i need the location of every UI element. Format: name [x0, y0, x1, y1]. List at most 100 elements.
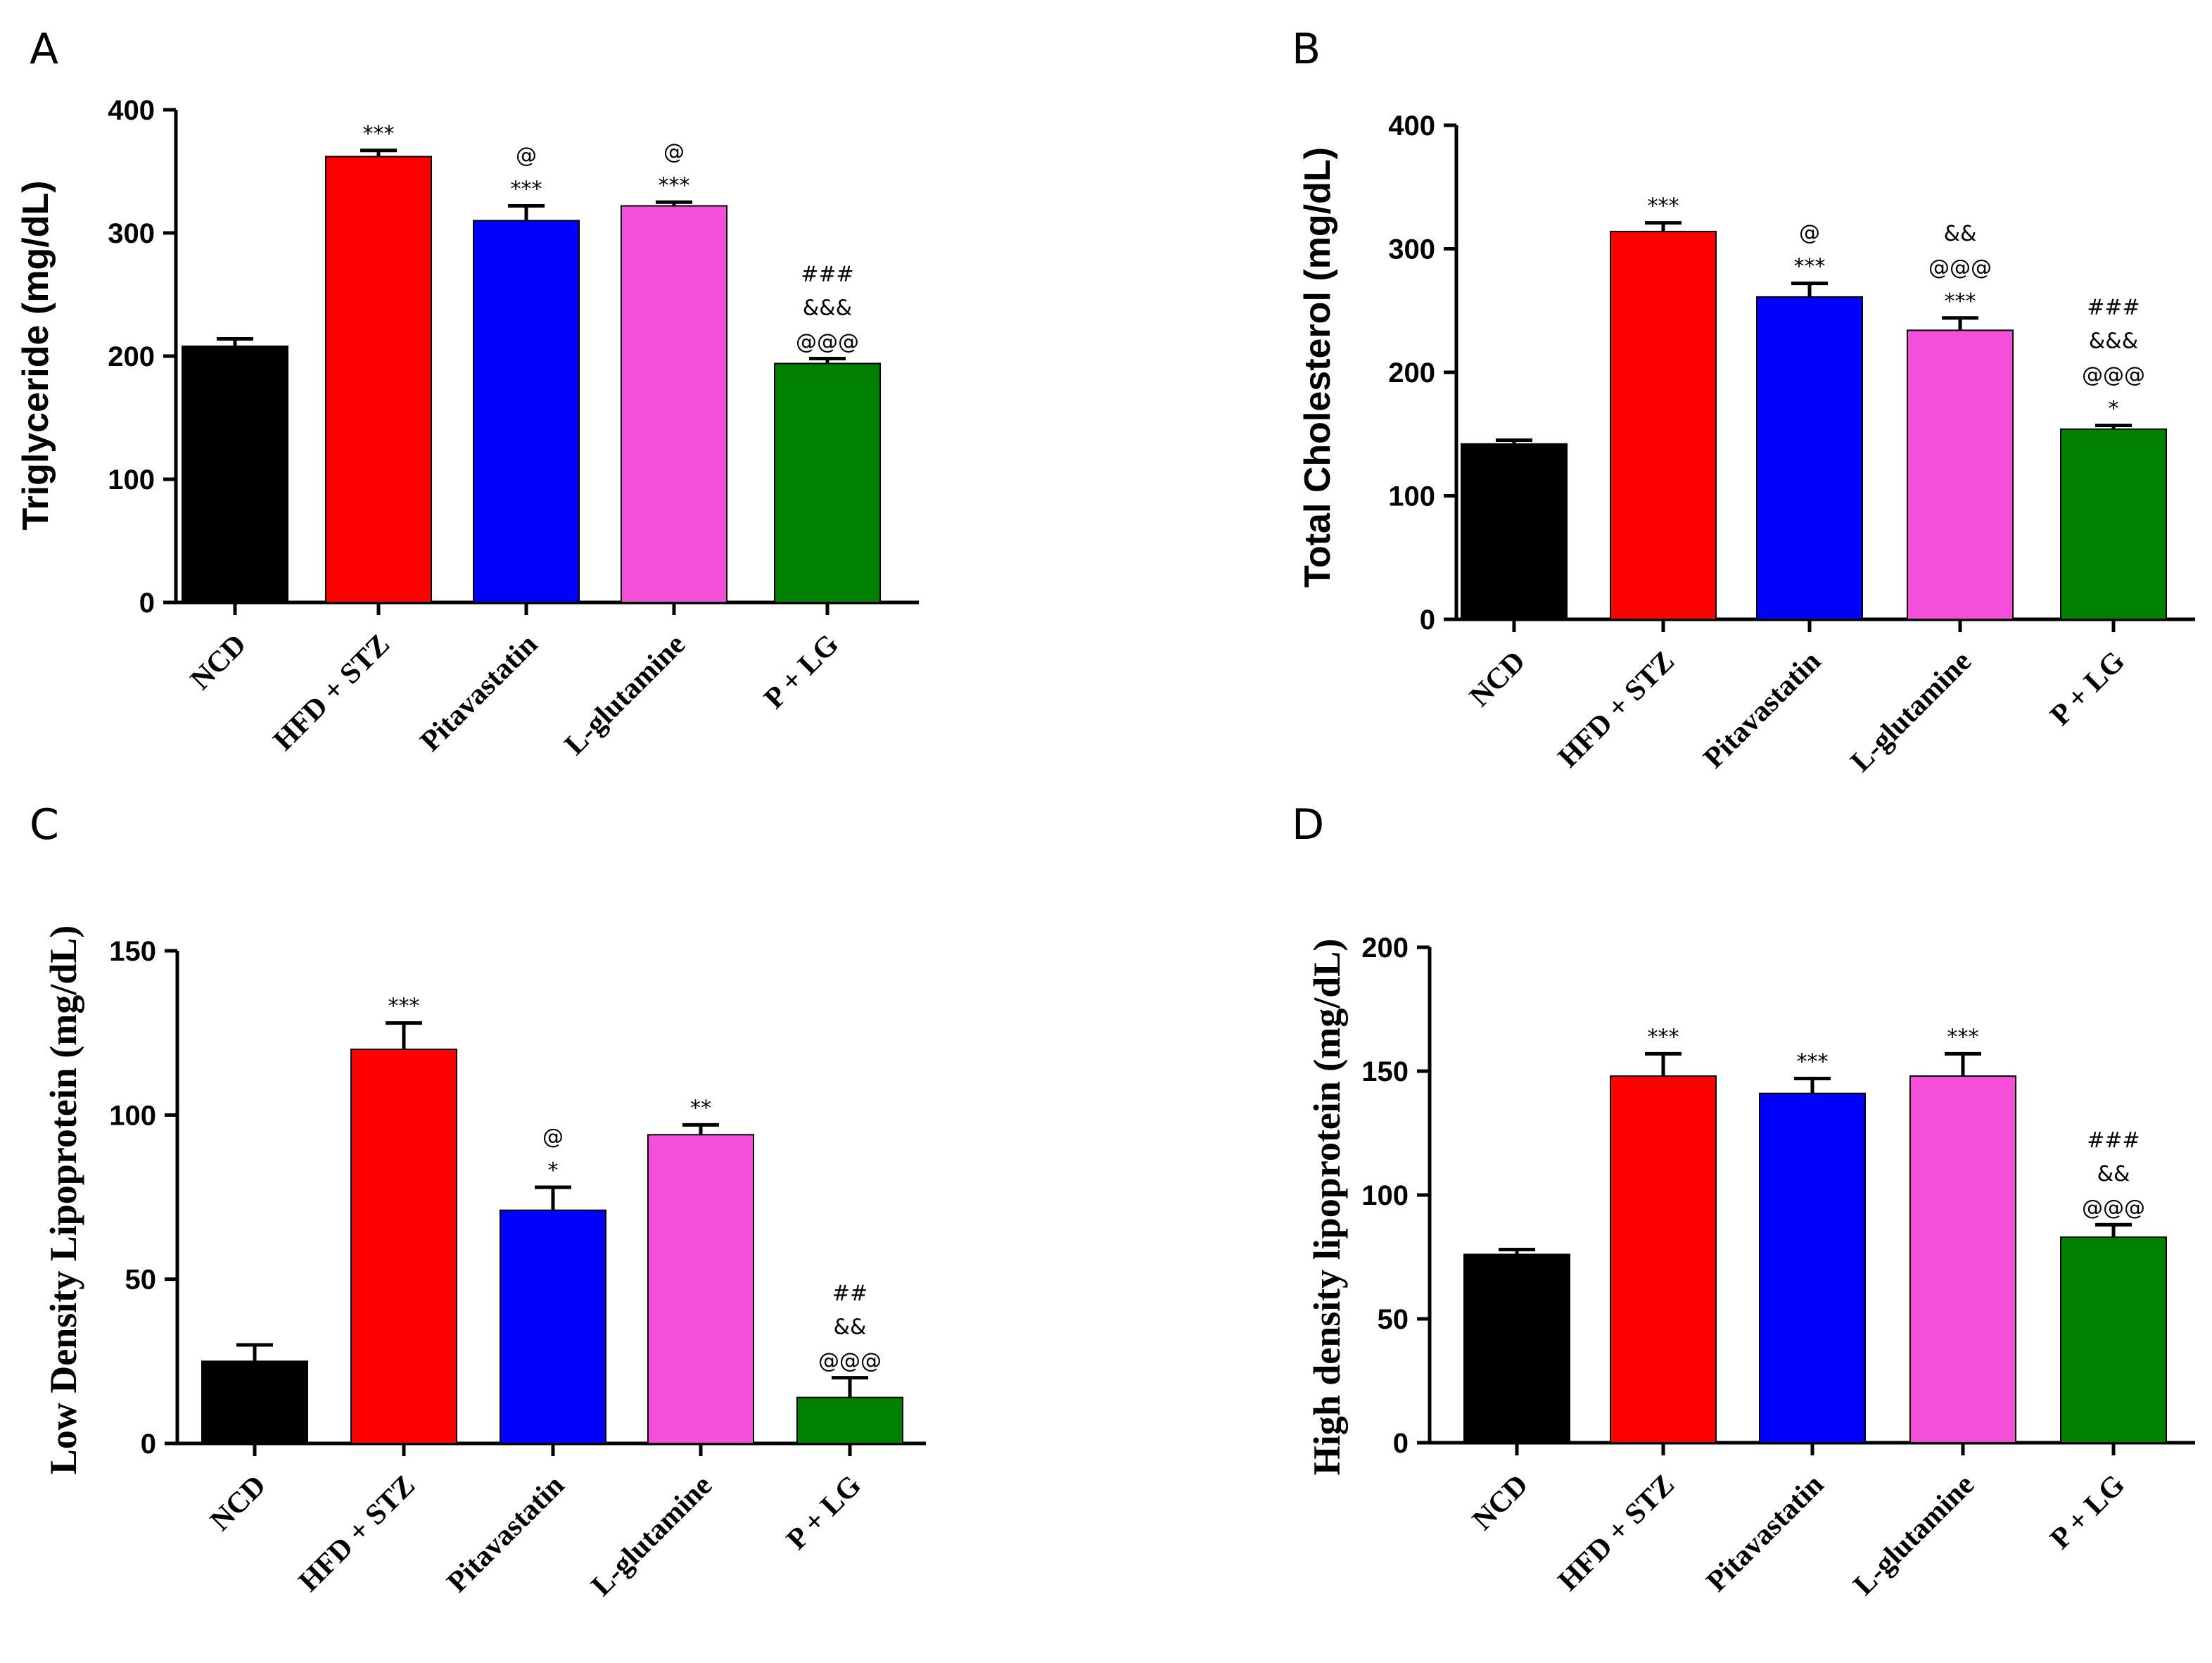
y-tick-label: 100	[108, 464, 155, 495]
y-tick-label: 0	[1420, 605, 1435, 636]
y-axis-label: Total Cholesterol (mg/dL)	[1297, 147, 1338, 588]
significance-label: @@@	[2082, 1196, 2145, 1220]
category-label: L-glutamine	[585, 1469, 718, 1602]
significance-label: ***	[1794, 255, 1826, 279]
panel-letter: C	[30, 800, 59, 849]
y-tick-label: 100	[1388, 481, 1435, 512]
significance-label: ***	[363, 122, 395, 146]
significance-label: ***	[1947, 1025, 1979, 1049]
category-label: L-glutamine	[1845, 645, 1978, 778]
y-axis-label: High density lipoprotein (mg/dL)	[1306, 939, 1348, 1476]
significance-label: *	[548, 1158, 559, 1183]
category-label: L-glutamine	[1848, 1469, 1981, 1602]
y-tick-label: 100	[1361, 1180, 1409, 1211]
significance-label: &&	[834, 1315, 867, 1340]
bar	[2060, 1236, 2167, 1443]
y-tick-label: 100	[109, 1100, 156, 1131]
significance-label: @	[1799, 221, 1820, 246]
category-label: HFD + STZ	[1552, 645, 1681, 774]
y-tick-label: 400	[1388, 110, 1435, 141]
significance-label: &&&	[803, 296, 852, 321]
category-label: P + LG	[780, 1469, 867, 1557]
y-tick-label: 150	[109, 936, 156, 967]
bar	[2060, 428, 2167, 620]
y-tick-label: 200	[108, 341, 155, 372]
bar	[774, 362, 881, 603]
panel-letter: A	[30, 25, 58, 74]
significance-label: ###	[801, 263, 853, 287]
y-tick-label: 0	[139, 588, 155, 619]
significance-label: ***	[1945, 289, 1976, 314]
bar	[1759, 1092, 1866, 1444]
category-label: Pitavastatin	[1698, 645, 1827, 775]
bar	[350, 1049, 457, 1444]
bar	[796, 1396, 903, 1444]
significance-label: ***	[1648, 194, 1679, 219]
category-label: P + LG	[758, 628, 845, 716]
significance-label: ***	[511, 177, 542, 202]
significance-label: @	[516, 144, 537, 168]
y-axis-label: Low Density Lipoprotein (mg/dL)	[42, 925, 84, 1475]
significance-label: @	[542, 1125, 564, 1149]
panel-letter: D	[1292, 800, 1324, 849]
panel-a-triglyceride: A Triglyceride (mg/dL) 0 100 200 300 400 NCD H…	[15, 25, 919, 761]
bar	[1610, 1075, 1717, 1444]
significance-label: ###	[2087, 1128, 2140, 1153]
y-tick-label: 150	[1361, 1056, 1409, 1087]
significance-label: ##	[832, 1282, 867, 1306]
category-label: Pitavastatin	[1701, 1469, 1830, 1598]
bar	[647, 1134, 754, 1445]
category-label: HFD + STZ	[267, 628, 396, 757]
bar	[473, 220, 580, 603]
y-tick-label: 200	[1361, 932, 1409, 963]
bar	[621, 205, 727, 603]
panel-letter: B	[1292, 25, 1321, 74]
significance-label: @@@	[796, 330, 859, 355]
significance-label: @@@	[818, 1349, 882, 1374]
y-tick-label: 50	[1378, 1304, 1409, 1335]
y-tick-label: 50	[125, 1265, 157, 1296]
significance-label: ***	[388, 994, 420, 1019]
category-label: P + LG	[2044, 1469, 2131, 1556]
bar	[325, 156, 432, 603]
bar	[1610, 230, 1717, 620]
y-tick-label: 0	[1393, 1428, 1409, 1459]
category-label: L-glutamine	[559, 628, 692, 761]
significance-label: &&	[2097, 1162, 2130, 1187]
significance-label: ***	[1797, 1050, 1829, 1075]
bar	[201, 1360, 308, 1445]
significance-label: @@@	[1928, 255, 1992, 280]
y-tick-label: 0	[141, 1429, 156, 1460]
panel-b-total-cholesterol: B Total Cholesterol (mg/dL) 0 100 200 300 40…	[1292, 25, 2195, 778]
bar	[1909, 1075, 2016, 1444]
y-axis-label: Triglyceride (mg/dL)	[15, 181, 56, 531]
significance-label: @@@	[2082, 362, 2145, 387]
category-label: NCD	[1466, 1469, 1534, 1537]
significance-label: &&	[1944, 222, 1977, 246]
category-label: NCD	[184, 628, 253, 697]
significance-label: &&&	[2089, 329, 2138, 353]
y-tick-label: 200	[1388, 358, 1435, 388]
significance-label: ***	[1648, 1025, 1679, 1049]
category-label: NCD	[204, 1469, 272, 1538]
significance-label: ###	[2087, 295, 2140, 320]
bar	[1907, 329, 2014, 620]
category-label: HFD + STZ	[1552, 1469, 1681, 1598]
bar	[1756, 296, 1863, 620]
category-label: NCD	[1463, 645, 1532, 714]
category-label: HFD + STZ	[293, 1469, 421, 1598]
significance-label: @	[663, 139, 685, 164]
bar	[182, 346, 288, 603]
y-tick-label: 300	[1388, 234, 1435, 265]
bar	[1461, 443, 1568, 620]
bar	[1463, 1253, 1570, 1443]
category-label: Pitavastatin	[441, 1469, 571, 1599]
panel-c-ldl: C Low Density Lipoprotein (mg/dL) 0 50 100…	[30, 800, 926, 1602]
category-label: Pitavastatin	[414, 628, 544, 758]
bar	[500, 1209, 606, 1444]
significance-label: *	[2109, 396, 2119, 421]
significance-label: **	[690, 1096, 711, 1120]
panel-d-hdl: D High density lipoprotein (mg/dL) 0 50 10…	[1292, 800, 2195, 1602]
y-tick-label: 400	[108, 95, 155, 126]
